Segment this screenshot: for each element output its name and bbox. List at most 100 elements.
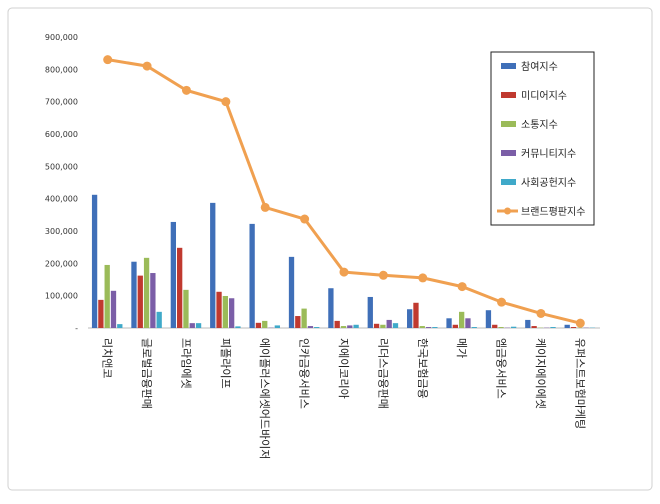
- x-tick-label: 프라임에셋: [179, 338, 192, 389]
- x-tick-label: 리치앤코: [101, 338, 114, 378]
- legend-swatch: [501, 179, 516, 185]
- bar: [446, 318, 451, 328]
- line-marker: [536, 309, 545, 318]
- bar: [249, 224, 254, 328]
- bar: [413, 303, 418, 328]
- bar: [550, 327, 555, 328]
- legend-label: 사회공헌지수: [521, 177, 576, 189]
- bar: [190, 323, 195, 328]
- bar: [216, 292, 221, 328]
- line-marker: [300, 215, 309, 224]
- line-marker: [576, 319, 585, 328]
- line-marker: [340, 268, 349, 277]
- bar: [492, 325, 497, 328]
- bar: [328, 288, 333, 328]
- bar: [301, 309, 306, 328]
- bar: [374, 324, 379, 328]
- bar: [420, 326, 425, 328]
- bar: [565, 325, 570, 328]
- y-tick-label: 200,000: [45, 259, 78, 268]
- bar: [111, 291, 116, 328]
- bar: [171, 222, 176, 328]
- bar: [387, 320, 392, 328]
- bar: [459, 312, 464, 328]
- bar: [341, 326, 346, 328]
- bar: [229, 298, 234, 328]
- line-marker: [379, 271, 388, 280]
- legend-label: 참여지수: [521, 61, 558, 73]
- legend-label: 미디어지수: [521, 90, 567, 102]
- y-tick-label: 400,000: [45, 195, 78, 204]
- line-marker: [143, 62, 152, 71]
- bar: [498, 327, 503, 328]
- legend-label: 소통지수: [521, 119, 558, 131]
- y-tick-label: 500,000: [45, 162, 78, 171]
- legend-label: 브랜드평판지수: [521, 206, 585, 218]
- bar: [235, 326, 240, 328]
- y-tick-label: 900,000: [45, 33, 78, 42]
- bar: [138, 276, 143, 328]
- line-marker: [458, 282, 467, 291]
- x-tick-label: 지에이코리아: [337, 338, 350, 399]
- bar: [472, 327, 477, 328]
- x-tick-label: 메가: [455, 338, 468, 358]
- legend-swatch: [504, 208, 511, 215]
- legend-label: 커뮤니티지수: [521, 148, 576, 160]
- x-tick-label: 인카금융서비스: [298, 338, 311, 409]
- bar: [295, 316, 300, 328]
- x-tick-label: 엠금융서비스: [495, 338, 508, 399]
- bar: [223, 296, 228, 328]
- legend-swatch: [501, 92, 516, 98]
- bar: [275, 325, 280, 328]
- legend-swatch: [501, 150, 516, 156]
- bar: [210, 203, 215, 328]
- bar: [262, 321, 267, 328]
- bar: [486, 310, 491, 328]
- bar: [353, 325, 358, 328]
- line-marker: [182, 86, 191, 95]
- bar: [177, 248, 182, 328]
- bar: [308, 326, 313, 328]
- bar: [407, 309, 412, 328]
- line-marker: [221, 97, 230, 106]
- bar: [571, 327, 576, 328]
- bar: [98, 300, 103, 328]
- bar: [183, 290, 188, 328]
- bar: [105, 265, 110, 328]
- x-tick-label: 케이지에이에셋: [534, 338, 547, 409]
- bar: [511, 327, 516, 328]
- bar: [432, 327, 437, 328]
- bar: [465, 318, 470, 328]
- bar: [117, 324, 122, 328]
- bar: [335, 321, 340, 328]
- bar: [144, 258, 149, 328]
- bar: [393, 323, 398, 328]
- line-marker: [103, 55, 112, 64]
- x-tick-label: 리더스금융판매: [376, 338, 389, 409]
- y-tick-label: 800,000: [45, 65, 78, 74]
- y-tick-label: 300,000: [45, 227, 78, 236]
- bar: [92, 195, 97, 328]
- line-marker: [418, 273, 427, 282]
- bar: [368, 297, 373, 328]
- bar: [131, 262, 136, 328]
- bar: [453, 325, 458, 328]
- bar: [426, 327, 431, 328]
- legend: [491, 52, 594, 225]
- bar: [380, 325, 385, 328]
- bar: [347, 325, 352, 328]
- x-tick-label: 피플라이프: [219, 338, 232, 389]
- bar: [531, 326, 536, 328]
- bar: [157, 312, 162, 328]
- line-marker: [261, 203, 270, 212]
- x-tick-label: 한국보험금융: [416, 338, 429, 399]
- y-tick-label: 600,000: [45, 130, 78, 139]
- line-marker: [497, 298, 506, 307]
- bar: [196, 323, 201, 328]
- bar: [289, 257, 294, 328]
- x-tick-label: 글로벌금융판매: [140, 338, 153, 409]
- y-tick-label: 700,000: [45, 98, 78, 107]
- x-tick-label: 에이플러스에셋어드바이저: [258, 338, 271, 459]
